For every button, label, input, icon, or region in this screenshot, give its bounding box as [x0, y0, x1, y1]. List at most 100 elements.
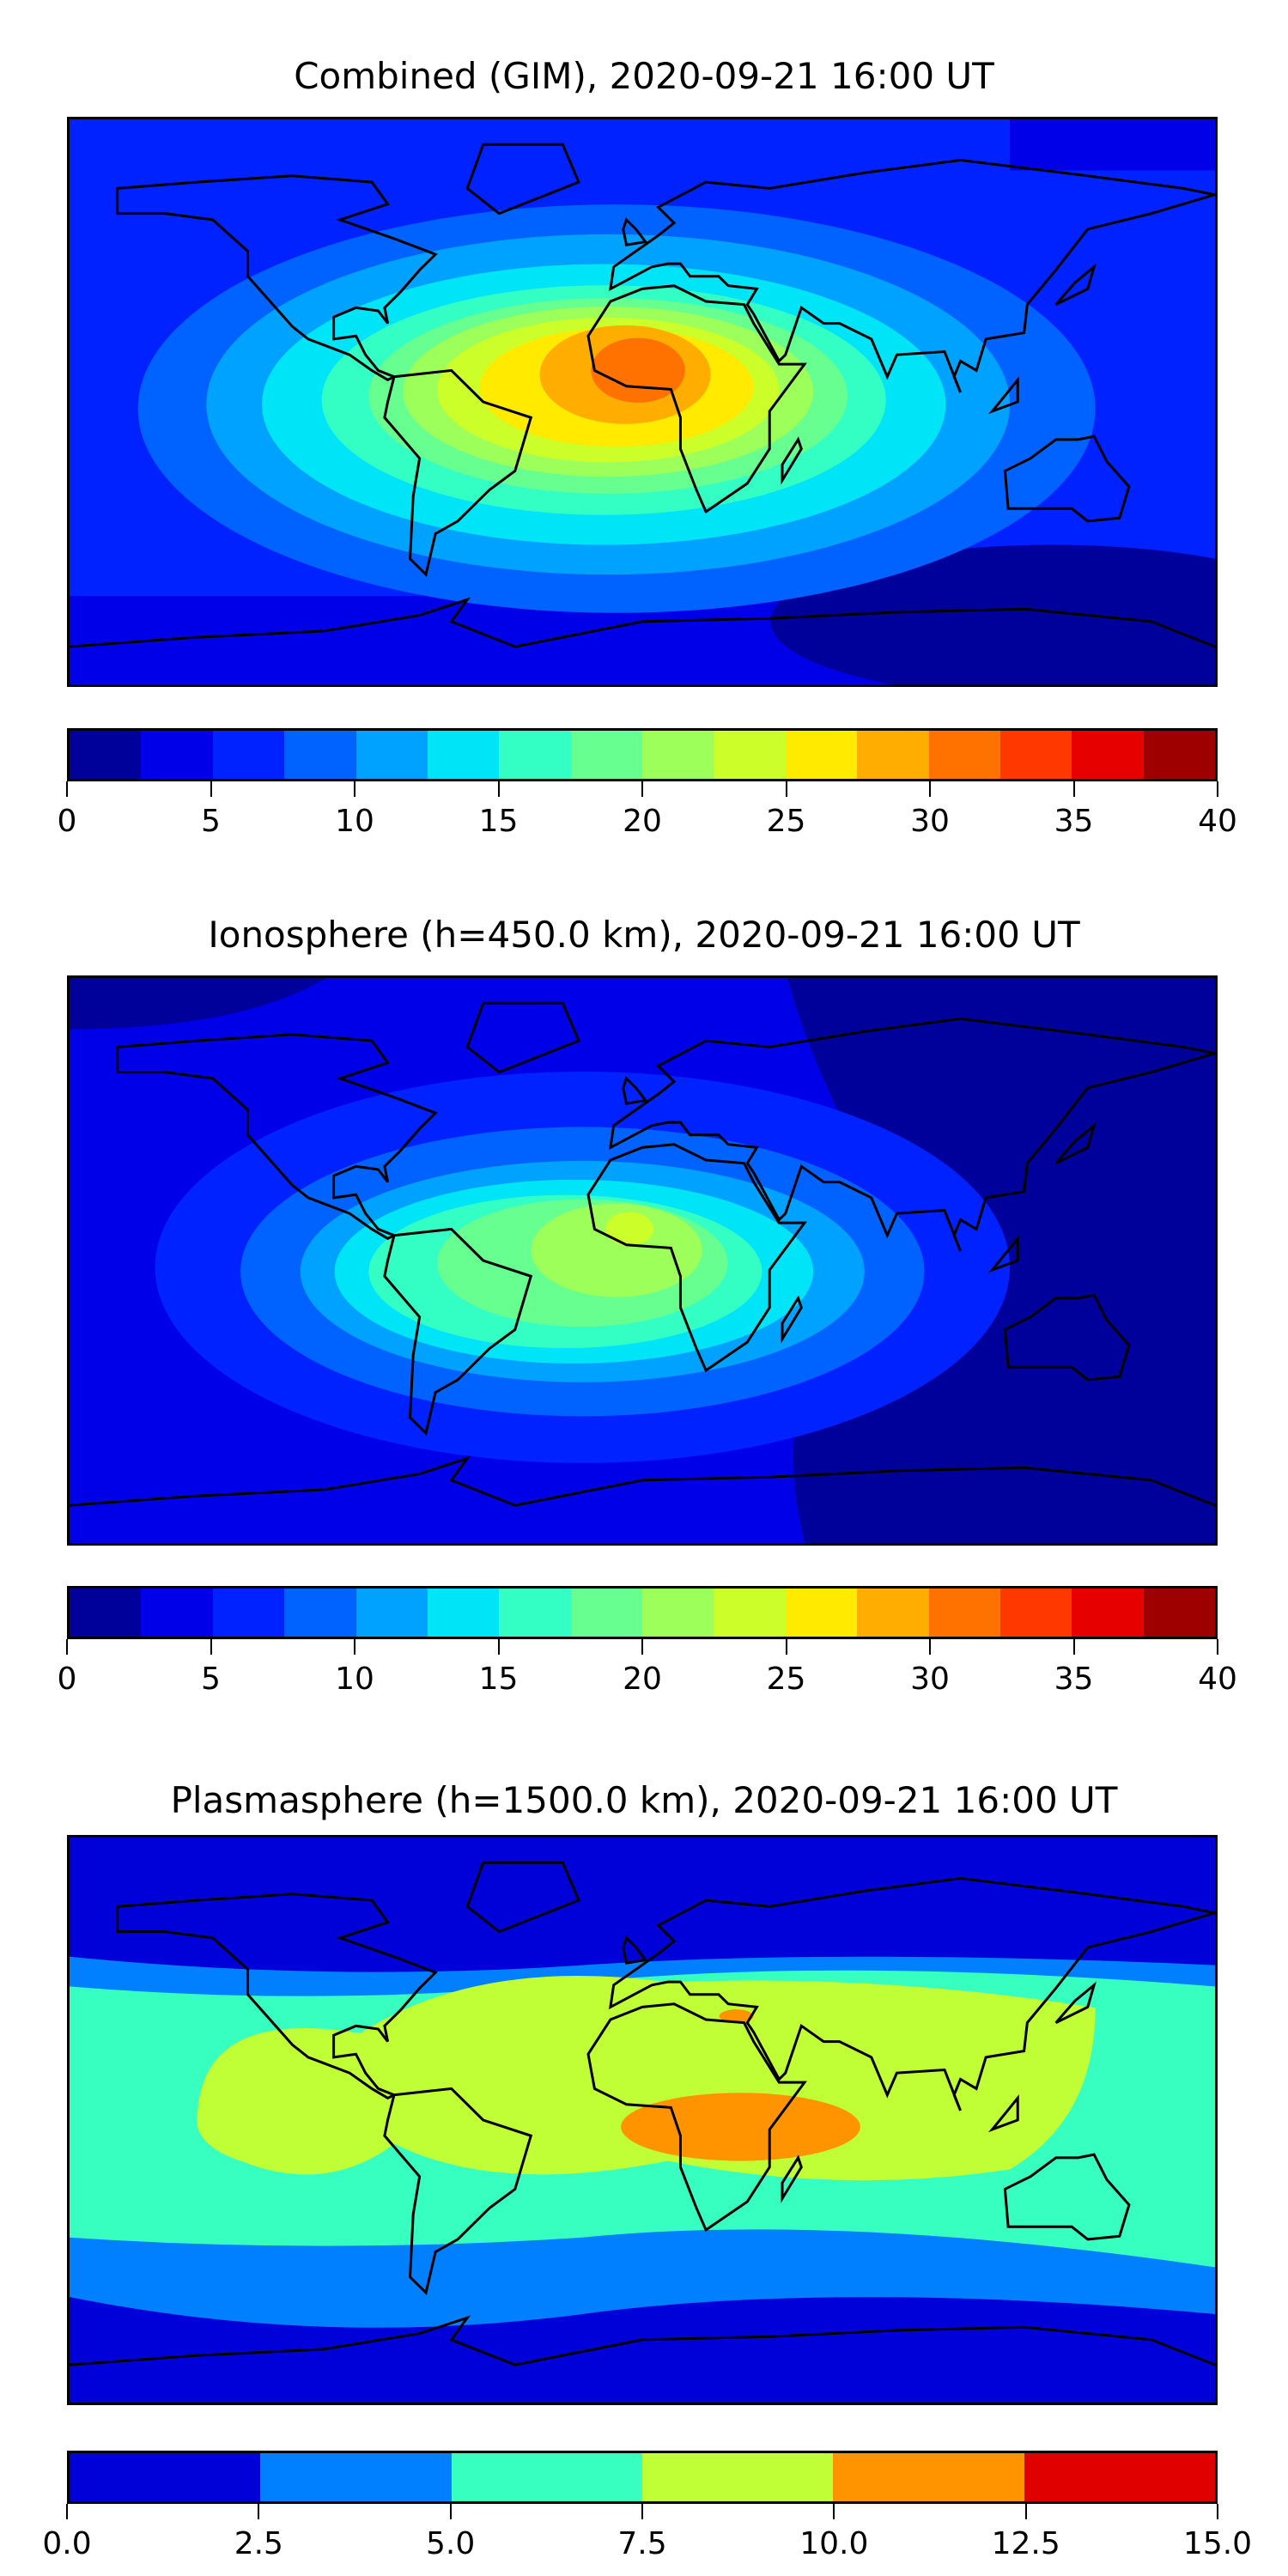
colorbar-tick-label: 15.0: [1182, 2526, 1253, 2561]
colorbar-tick: [641, 781, 643, 797]
colorbar-tick-label: 40: [1198, 804, 1237, 839]
colorbar-ticks-combined: 0 5 10 15 20 25 30 35 40: [58, 781, 1237, 839]
colorbar-tick: [1072, 781, 1075, 797]
colorbar-tick-label: 5.0: [426, 2526, 476, 2561]
colorbar-tick: [354, 1639, 355, 1655]
colorbar-tick: [497, 781, 500, 797]
colorbar-tick-label: 20: [623, 1662, 662, 1697]
colorbar-combined: [67, 728, 1218, 781]
colorbar-swatch: [141, 1589, 213, 1637]
colorbar-tick: [1217, 781, 1218, 797]
colorbar-swatch: [999, 1589, 1072, 1637]
colorbar-swatch: [499, 1589, 571, 1637]
colorbar-plasmasphere: [67, 2451, 1218, 2504]
colorbar-swatch: [999, 731, 1072, 779]
colorbar-swatch: [212, 1589, 285, 1637]
colorbar-swatch: [284, 1589, 356, 1637]
colorbar-swatch: [212, 731, 285, 779]
colorbar-swatch: [1072, 731, 1144, 779]
colorbar-tick: [785, 1639, 787, 1655]
contour-22.5: [605, 1212, 653, 1247]
colorbar-swatch: [70, 1589, 142, 1637]
colorbar-tick: [449, 2504, 452, 2519]
contour-2.5-north: [1010, 119, 1215, 171]
colorbar-tick: [66, 2504, 68, 2519]
contour-20: [531, 1203, 702, 1297]
contour-10-small: [719, 2009, 754, 2024]
colorbar-tick-label: 30: [910, 1662, 950, 1697]
colorbar-tick: [66, 781, 68, 797]
colorbar-tick: [833, 2504, 835, 2519]
colorbar-tick-label: 10: [335, 804, 374, 839]
colorbar-tick-label: 35: [1054, 1662, 1094, 1697]
colorbar-tick-label: 40: [1198, 1662, 1237, 1697]
colorbar-tick-label: 7.5: [617, 2526, 667, 2561]
colorbar-tick-label: 20: [623, 804, 662, 839]
colorbar-tick-label: 10: [335, 1662, 374, 1697]
colorbar-swatch: [355, 1589, 428, 1637]
colorbar-tick-label: 0.0: [42, 2526, 92, 2561]
colorbar-swatch: [642, 1589, 714, 1637]
colorbar-tick: [354, 781, 355, 797]
colorbar-tick: [929, 781, 931, 797]
colorbar-swatch: [1072, 1589, 1144, 1637]
colorbar-tick-label: 5: [201, 804, 221, 839]
colorbar-tick-label: 25: [766, 804, 806, 839]
colorbar-tick-label: 30: [910, 804, 950, 839]
colorbar-swatch: [70, 731, 142, 779]
colorbar-ticks-plasmasphere: 0.0 2.5 5.0 7.5 10.0 12.5 15.0: [42, 2504, 1252, 2561]
colorbar-swatch: [427, 731, 500, 779]
colorbar-tick: [929, 1639, 931, 1655]
colorbar-ticks-ionosphere: 0 5 10 15 20 25 30 35 40: [58, 1639, 1237, 1697]
title-combined: Combined (GIM), 2020-09-21 16:00 UT: [294, 55, 994, 97]
colorbar-tick-label: 35: [1054, 804, 1094, 839]
colorbar-swatch: [70, 2453, 261, 2501]
colorbar-tick: [1217, 1639, 1218, 1655]
colorbar-swatch: [1143, 731, 1215, 779]
contour-7.5: [196, 1976, 1096, 2181]
colorbar-swatch: [714, 731, 786, 779]
colorbar-swatch: [857, 1589, 929, 1637]
colorbar-swatch: [355, 731, 428, 779]
map-combined: [67, 117, 1218, 687]
colorbar-swatch: [570, 731, 642, 779]
colorbar-tick: [210, 1639, 212, 1655]
colorbar-tick: [497, 1639, 500, 1655]
colorbar-swatch: [714, 1589, 786, 1637]
colorbar-tick: [785, 781, 787, 797]
colorbar-tick-label: 10.0: [799, 2526, 869, 2561]
map-ionosphere: [67, 975, 1218, 1546]
colorbar-tick: [1072, 1639, 1075, 1655]
colorbar-tick-label: 25: [766, 1662, 806, 1697]
colorbar-swatch: [260, 2453, 452, 2501]
colorbar-swatch: [1143, 1589, 1215, 1637]
colorbar-swatch: [928, 1589, 1000, 1637]
contour-0: [770, 544, 1215, 684]
colorbar-tick-label: 15: [478, 804, 519, 839]
colorbar-swatch: [570, 1589, 642, 1637]
colorbar-swatch: [785, 1589, 858, 1637]
colorbar-swatch: [833, 2453, 1024, 2501]
colorbar-swatch: [1024, 2453, 1215, 2501]
colorbar-swatch: [451, 2453, 642, 2501]
colorbar-tick: [1217, 2504, 1218, 2519]
colorbar-swatch: [642, 731, 714, 779]
colorbar-tick-label: 15: [478, 1662, 519, 1697]
contour-0-west: [70, 978, 326, 1030]
map-plasmasphere: [67, 1835, 1218, 2405]
colorbar-swatch: [499, 731, 571, 779]
colorbar-tick: [210, 781, 212, 797]
colorbar-swatch: [928, 731, 1000, 779]
colorbar-swatch: [785, 731, 858, 779]
title-plasmasphere: Plasmasphere (h=1500.0 km), 2020-09-21 1…: [170, 1779, 1118, 1821]
contour-10: [621, 2093, 860, 2161]
colorbar-tick: [641, 2504, 643, 2519]
contour-30: [591, 337, 685, 403]
colorbar-swatch: [857, 731, 929, 779]
colorbar-swatch: [284, 731, 356, 779]
colorbar-swatch: [641, 2453, 834, 2501]
colorbar-tick: [1024, 2504, 1027, 2519]
colorbar-swatch: [141, 731, 213, 779]
colorbar-tick: [66, 1639, 68, 1655]
